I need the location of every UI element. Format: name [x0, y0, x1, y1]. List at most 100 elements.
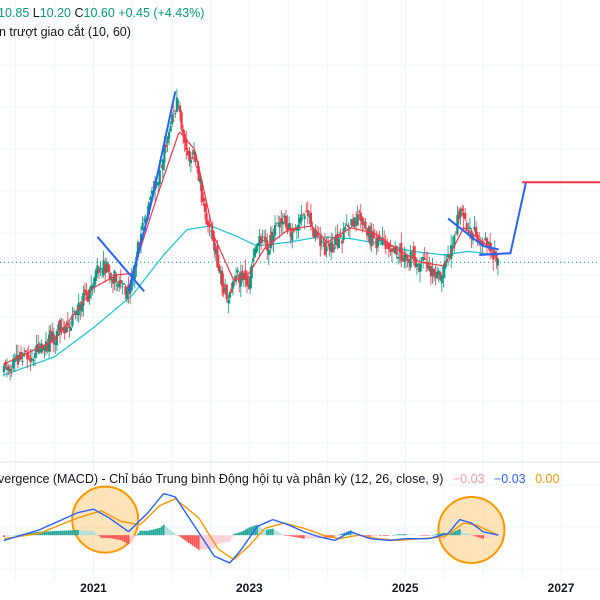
- candle-body: [208, 223, 211, 227]
- macd-histogram-bar: [287, 535, 290, 536]
- candle-body: [281, 221, 284, 225]
- candle-body: [182, 129, 185, 134]
- trendline[interactable]: [96, 236, 145, 293]
- candle-body: [124, 286, 127, 295]
- candle-body: [442, 266, 445, 278]
- candle-body: [108, 273, 111, 279]
- candle-body: [40, 343, 43, 353]
- macd-histogram-bar: [211, 535, 214, 549]
- candle-body: [79, 306, 82, 310]
- candle-body: [407, 259, 411, 264]
- candle-body: [33, 353, 37, 358]
- macd-histogram-bar: [139, 530, 142, 536]
- macd-histogram-bar: [488, 535, 490, 538]
- macd-value: −0.03: [493, 472, 526, 486]
- macd-histogram-bar: [221, 535, 223, 544]
- candle-body: [342, 228, 345, 241]
- candle-body: [197, 165, 200, 181]
- macd-histogram-bar: [429, 535, 432, 536]
- candle-body: [462, 212, 465, 218]
- macd-histogram-bar: [400, 534, 403, 536]
- candle-body: [186, 150, 189, 156]
- macd-histogram-bar: [176, 534, 179, 536]
- candle-body: [138, 243, 141, 246]
- macd-histogram-bar: [423, 535, 426, 536]
- macd-histogram-bar: [178, 535, 181, 537]
- candle-body: [375, 238, 378, 249]
- macd-histogram-bar: [131, 535, 134, 540]
- candle-body: [263, 236, 266, 238]
- trendline[interactable]: [447, 217, 499, 251]
- candle-body: [118, 280, 121, 288]
- macd-histogram-bar: [417, 535, 420, 536]
- candle-body: [331, 244, 334, 253]
- candle-body: [412, 246, 415, 261]
- macd-histogram-bar: [462, 532, 465, 536]
- candle-body: [250, 265, 253, 279]
- candle-body: [180, 112, 183, 129]
- candle-body: [361, 217, 364, 225]
- candle-body: [15, 355, 18, 360]
- candle-body: [76, 311, 79, 315]
- macd-histogram-bar: [482, 535, 485, 539]
- candle-body: [414, 256, 417, 267]
- macd-histogram-bar: [341, 533, 344, 536]
- candle-body: [437, 270, 440, 275]
- macd-histogram-bar: [320, 535, 323, 539]
- drawings[interactable]: [96, 91, 600, 293]
- macd-histogram-bar: [435, 534, 438, 536]
- macd-histogram-bar: [394, 534, 397, 536]
- candle-body: [238, 274, 241, 283]
- candle-body: [460, 208, 464, 212]
- candle-body: [333, 247, 336, 250]
- candle-body: [308, 215, 311, 218]
- macd-histogram-bar: [371, 535, 373, 537]
- macd-histogram-bar: [375, 535, 377, 537]
- macd-histogram-bar: [190, 535, 192, 545]
- macd-histogram-bar: [340, 534, 342, 536]
- candle-body: [303, 215, 306, 220]
- macd-histogram-bar: [82, 530, 85, 536]
- macd-histogram-bar: [304, 535, 307, 539]
- trendline[interactable]: [127, 91, 177, 292]
- candle-body: [379, 240, 383, 242]
- macd-histogram-bar: [449, 533, 451, 536]
- candle-body: [305, 211, 308, 212]
- candle-body: [239, 272, 242, 287]
- trendline[interactable]: [479, 182, 527, 256]
- candle-body: [115, 273, 118, 283]
- candle-body: [27, 355, 30, 358]
- candle-body: [434, 272, 437, 278]
- candle-body: [149, 196, 152, 201]
- macd-histogram-bar: [69, 530, 72, 536]
- macd-histogram-bar: [302, 535, 305, 539]
- candle-body: [312, 229, 316, 238]
- macd-histogram-bar: [40, 531, 42, 536]
- candle-body: [322, 239, 325, 241]
- macd-legend[interactable]: vergence (MACD) - Chỉ báo Trung bình Độn…: [0, 472, 559, 486]
- candle-body: [259, 236, 263, 244]
- macd-histogram-bar: [94, 532, 97, 536]
- candle-body: [336, 234, 339, 246]
- macd-histogram-bar: [256, 524, 259, 536]
- candle-body: [158, 170, 161, 184]
- candle-body: [46, 344, 49, 351]
- macd-histogram-bar: [133, 535, 136, 538]
- ma-legend-label[interactable]: n trượt giao cắt (10, 60): [0, 25, 131, 39]
- candle-body: [2, 365, 5, 373]
- candle-body: [470, 230, 473, 239]
- candle-body: [172, 110, 175, 112]
- candle-body: [359, 212, 362, 222]
- macd-histogram-bar: [458, 528, 461, 536]
- highlight-circle: [437, 496, 506, 564]
- candle-body: [12, 359, 15, 369]
- candle-body: [339, 234, 342, 238]
- candle-body: [364, 221, 367, 229]
- macd-histogram-bar: [238, 532, 241, 536]
- candle-body: [80, 302, 83, 312]
- x-tick-label: 2025: [392, 581, 419, 595]
- macd-histogram-bar: [135, 535, 138, 536]
- macd-pane: [2, 485, 506, 564]
- macd-histogram-bar: [152, 529, 155, 536]
